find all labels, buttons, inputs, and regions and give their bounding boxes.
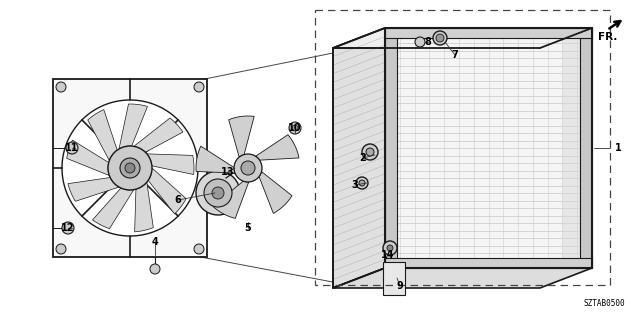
Text: 12: 12	[61, 223, 75, 233]
Polygon shape	[212, 181, 249, 219]
Circle shape	[234, 154, 262, 182]
Polygon shape	[562, 28, 592, 268]
Text: 6: 6	[175, 195, 181, 205]
Circle shape	[194, 82, 204, 92]
Polygon shape	[383, 262, 405, 295]
Text: 10: 10	[288, 123, 301, 133]
Polygon shape	[134, 118, 183, 152]
Text: 13: 13	[221, 167, 235, 177]
Text: 5: 5	[244, 223, 252, 233]
Circle shape	[56, 244, 66, 254]
Polygon shape	[62, 100, 198, 236]
Polygon shape	[147, 154, 194, 174]
Circle shape	[359, 180, 365, 186]
Circle shape	[125, 163, 135, 173]
Circle shape	[433, 31, 447, 45]
Text: 2: 2	[360, 153, 366, 163]
Text: 14: 14	[381, 250, 395, 260]
Text: 8: 8	[424, 37, 431, 47]
Text: SZTAB0500: SZTAB0500	[584, 299, 625, 308]
Circle shape	[150, 264, 160, 274]
Circle shape	[383, 241, 397, 255]
Circle shape	[120, 158, 140, 178]
Circle shape	[356, 177, 368, 189]
Polygon shape	[134, 182, 154, 232]
Circle shape	[62, 222, 74, 234]
Circle shape	[108, 146, 152, 190]
Polygon shape	[88, 110, 117, 160]
Circle shape	[366, 148, 374, 156]
Polygon shape	[580, 28, 592, 268]
Polygon shape	[53, 79, 207, 257]
Polygon shape	[385, 258, 592, 268]
Polygon shape	[228, 116, 254, 157]
Text: 7: 7	[452, 50, 458, 60]
Circle shape	[66, 142, 78, 154]
Polygon shape	[385, 28, 592, 268]
Circle shape	[241, 161, 255, 175]
Circle shape	[212, 187, 224, 199]
Polygon shape	[385, 28, 397, 268]
Polygon shape	[385, 28, 592, 38]
Text: FR.: FR.	[598, 32, 618, 42]
Polygon shape	[196, 146, 235, 173]
Polygon shape	[67, 140, 109, 176]
Text: 11: 11	[65, 143, 79, 153]
Circle shape	[194, 244, 204, 254]
Circle shape	[292, 125, 298, 131]
Polygon shape	[333, 28, 592, 48]
Polygon shape	[93, 188, 134, 229]
Circle shape	[196, 171, 240, 215]
Circle shape	[387, 245, 393, 251]
Circle shape	[204, 179, 232, 207]
Text: 9: 9	[397, 281, 403, 291]
Circle shape	[436, 34, 444, 42]
Polygon shape	[255, 135, 299, 160]
Polygon shape	[333, 28, 385, 288]
Text: 4: 4	[152, 237, 158, 247]
Polygon shape	[259, 172, 292, 213]
Circle shape	[415, 37, 425, 47]
Polygon shape	[68, 178, 119, 201]
Polygon shape	[333, 268, 592, 288]
Text: 1: 1	[614, 143, 621, 153]
Circle shape	[289, 122, 301, 134]
Polygon shape	[148, 168, 186, 214]
Bar	[315, 10, 610, 285]
Polygon shape	[119, 104, 147, 149]
Text: 3: 3	[351, 180, 358, 190]
Circle shape	[56, 82, 66, 92]
Circle shape	[362, 144, 378, 160]
